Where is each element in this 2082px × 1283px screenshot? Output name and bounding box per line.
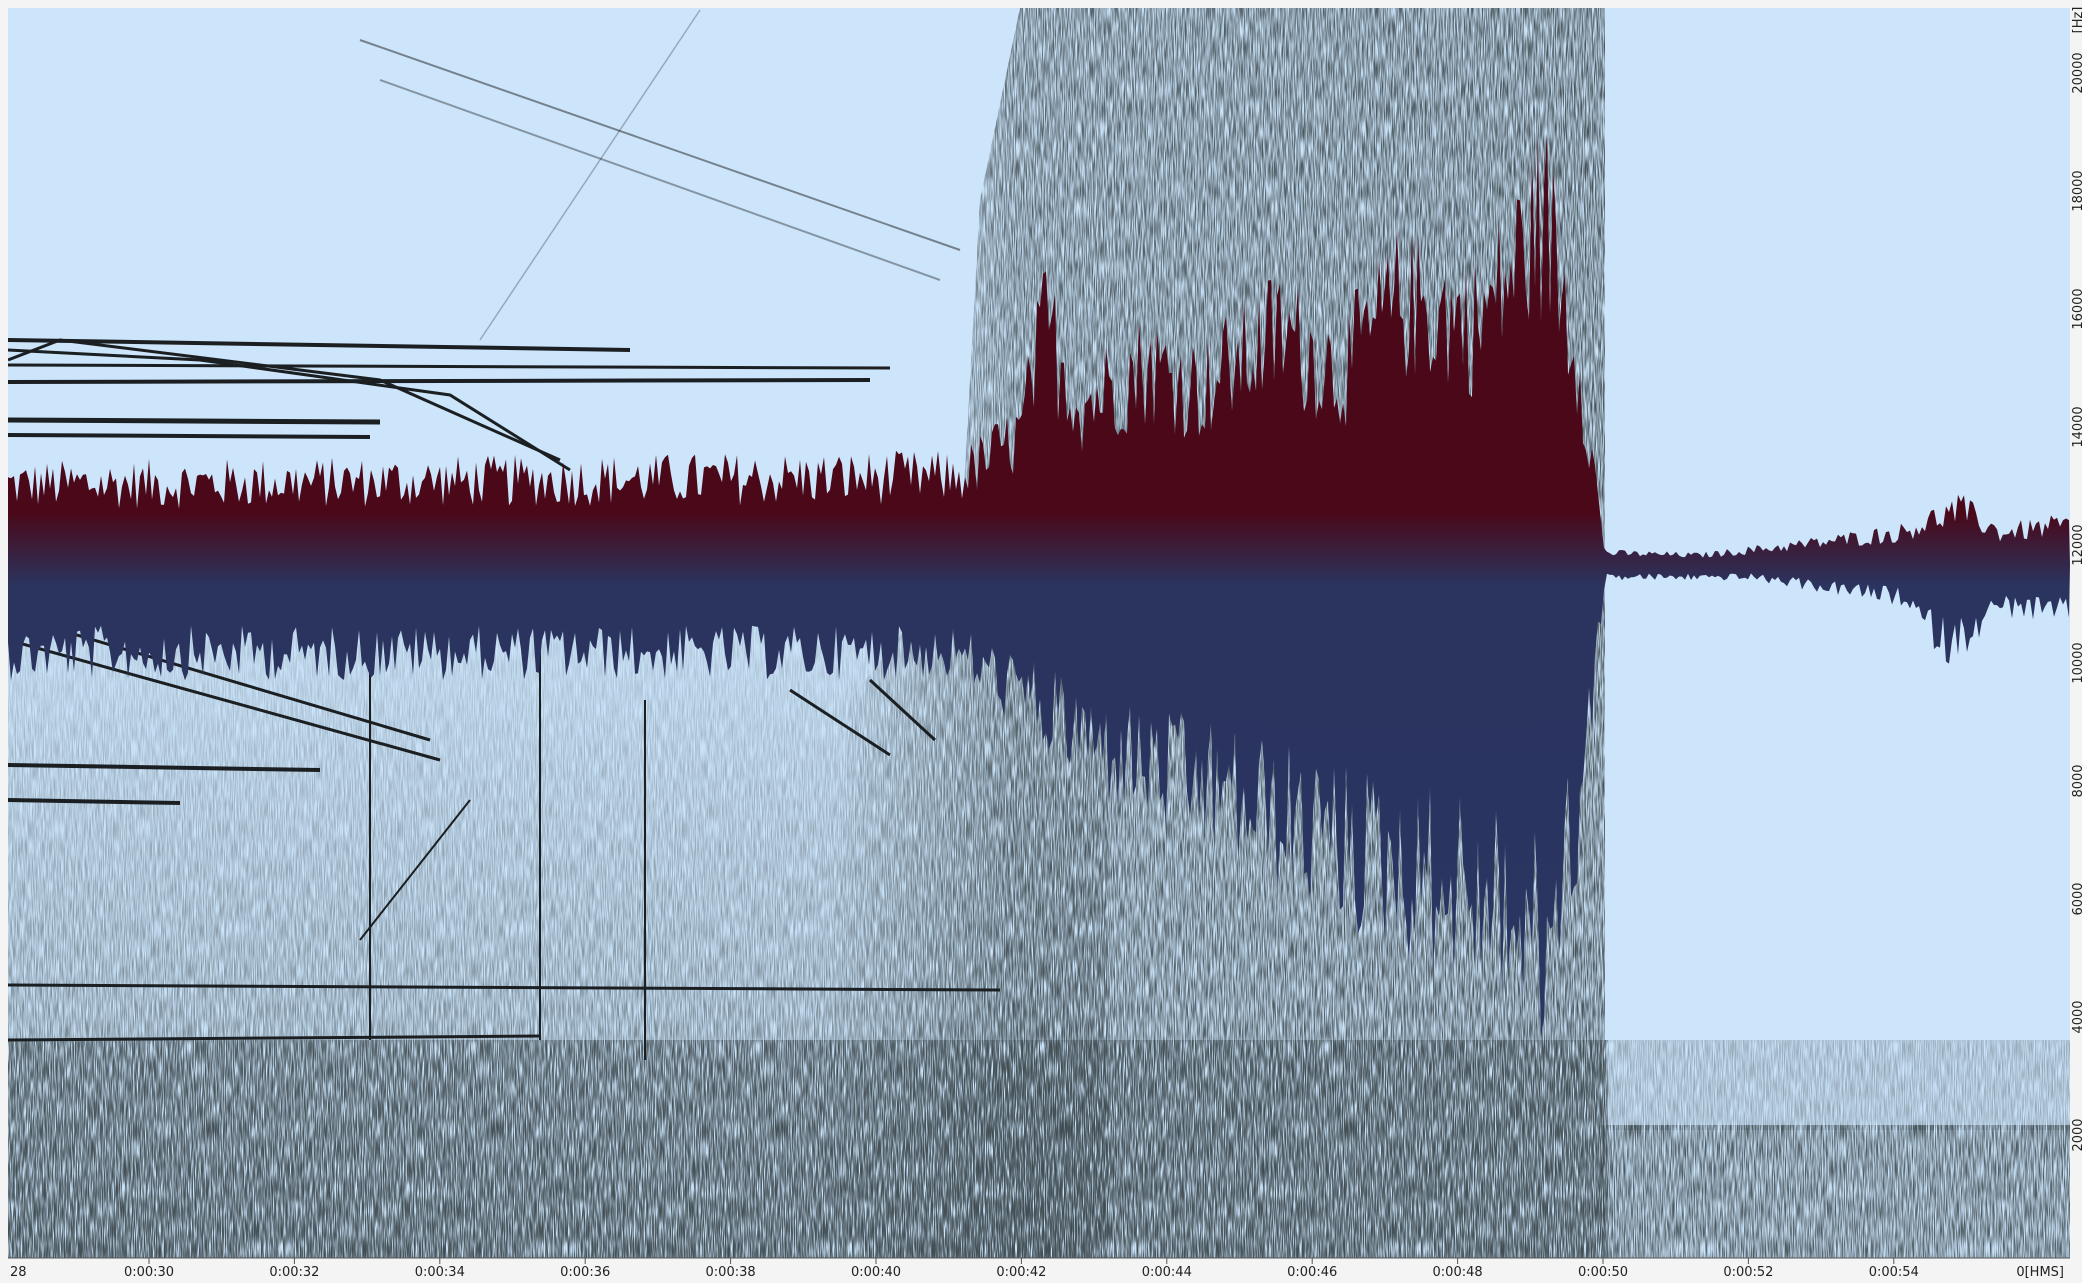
frequency-label: 4000 [2071,1000,2082,1033]
line [8,417,381,425]
frequency-axis: [Hz] 20000 18000 16000 14000 12000 10000 8000 60… [2071,7,2082,1152]
time-label: 0:00:54 [1869,1265,1919,1280]
frequency-label: 10000 [2071,642,2082,683]
line [8,798,181,805]
frequency-label: 14000 [2071,406,2082,447]
frequency-label: 16000 [2071,288,2082,329]
time-label: 28 [10,1265,27,1280]
line [8,348,571,472]
time-label: 0:00:34 [415,1265,465,1280]
line [8,1034,541,1042]
plot-area [8,8,2070,1258]
line [8,763,321,772]
time-label: 0:00:42 [996,1265,1046,1280]
time-label: 0:00:36 [560,1265,610,1280]
frequency-unit: [Hz] [2071,7,2082,34]
line [8,433,371,439]
time-label: 0:00:40 [851,1265,901,1280]
time-label: 0:00:38 [706,1265,756,1280]
waveform [8,132,2070,1038]
line [8,638,441,762]
time-label: 0:00:46 [1287,1265,1337,1280]
line [379,79,941,281]
time-label: 0:00:44 [1142,1265,1192,1280]
frequency-label: 2000 [2071,1118,2082,1151]
frequency-strip [2070,0,2082,1260]
frequency-label: 20000 [2071,52,2082,93]
line [8,983,1001,992]
time-label: 0:00:52 [1723,1265,1773,1280]
time-label: 0:00:50 [1578,1265,1628,1280]
frequency-label: 12000 [2071,524,2082,565]
time-label: 0:00:30 [124,1265,174,1280]
line [8,338,631,352]
tail-band-light [1600,1040,2070,1130]
harmonic-lines [8,9,1001,1060]
frequency-label: 18000 [2071,170,2082,211]
frequency-label: 8000 [2071,764,2082,797]
line [359,39,961,251]
line [359,799,471,941]
line [789,688,891,757]
line [8,378,871,384]
line [868,678,937,742]
frequency-label: 6000 [2071,882,2082,915]
time-label: 0:00:32 [269,1265,319,1280]
line [8,363,891,370]
tail-band [1600,1125,2070,1258]
time-ruler [0,1258,2082,1283]
time-unit-label: 0[HMS] [2016,1265,2064,1280]
time-label: 0:00:48 [1433,1265,1483,1280]
time-axis: 28 0:00:30 0:00:32 0:00:34 0:00:36 0:00:38 0:0… [10,1258,2064,1280]
line [479,9,701,341]
